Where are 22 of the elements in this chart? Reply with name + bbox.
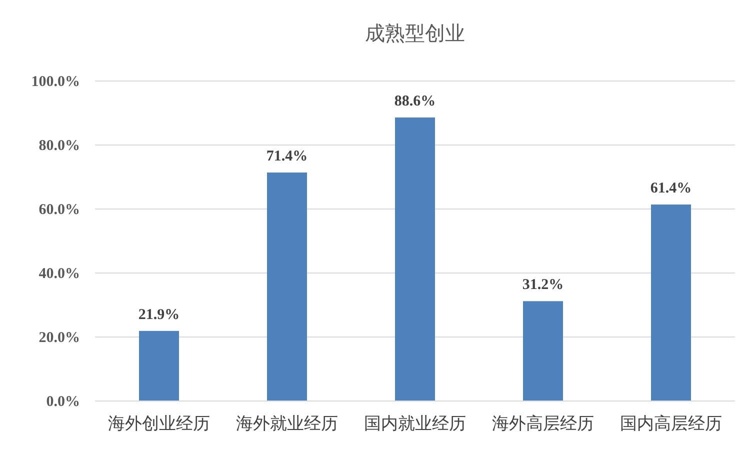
- x-tick-label: 国内就业经历: [364, 414, 466, 433]
- data-label: 88.6%: [394, 93, 436, 110]
- data-label: 31.2%: [522, 277, 564, 294]
- y-tick-label: 40.0%: [38, 266, 80, 282]
- bar: [139, 330, 179, 401]
- bar: [267, 172, 307, 401]
- x-tick-label: 海外创业经历: [108, 414, 210, 433]
- bar: [395, 117, 435, 401]
- data-label: 61.4%: [650, 180, 692, 197]
- y-tick-label: 100.0%: [31, 74, 80, 90]
- y-tick-label: 20.0%: [38, 330, 80, 346]
- y-tick-label: 60.0%: [38, 202, 80, 218]
- data-label: 21.9%: [138, 306, 180, 323]
- data-label: 71.4%: [266, 148, 308, 165]
- y-tick-label: 80.0%: [38, 138, 80, 154]
- chart-title: 成熟型创业: [365, 23, 465, 45]
- y-tick-label: 0.0%: [46, 394, 80, 410]
- x-tick-label: 国内高层经历: [620, 414, 722, 433]
- bar: [651, 204, 691, 401]
- x-tick-label: 海外就业经历: [236, 414, 338, 433]
- bar: [523, 301, 563, 401]
- x-tick-label: 海外高层经历: [492, 414, 594, 433]
